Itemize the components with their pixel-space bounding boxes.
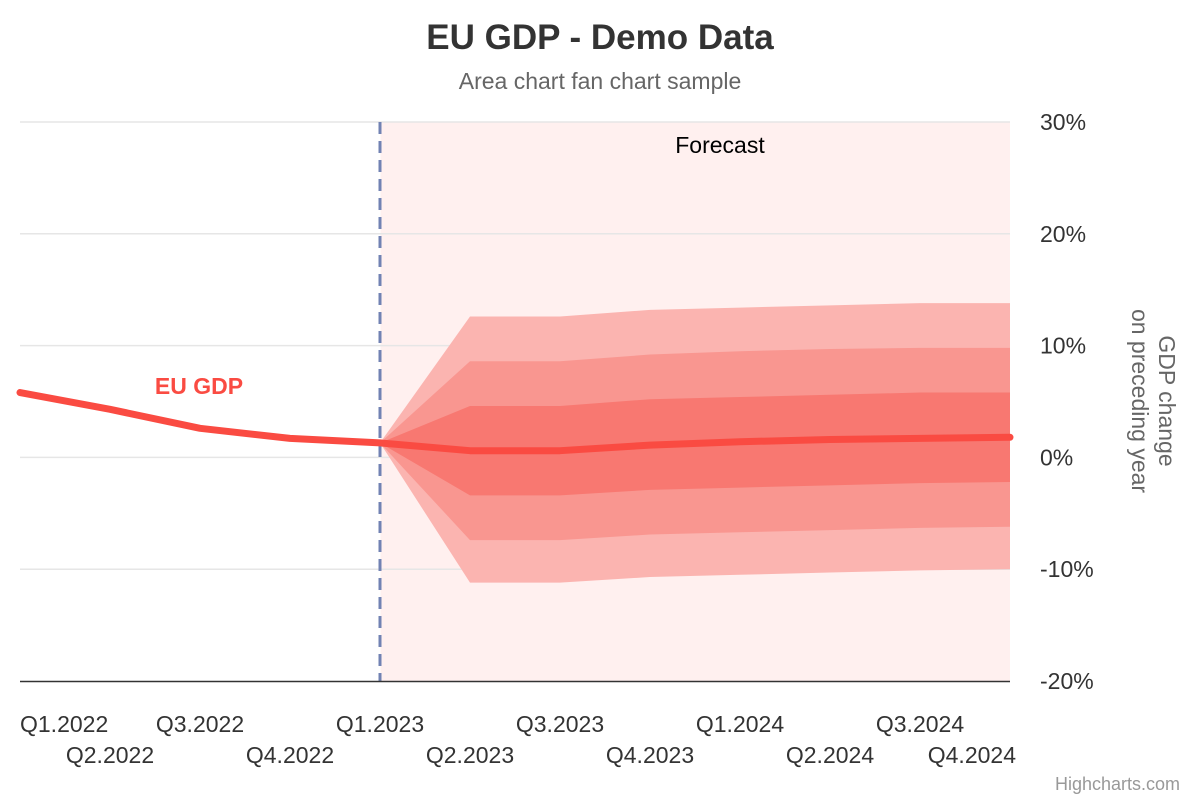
forecast-label: Forecast [675,132,765,158]
x-tick-label: Q4.2024 [928,742,1016,768]
series-label: EU GDP [155,373,243,399]
chart-title: EU GDP - Demo Data [426,18,774,57]
chart-subtitle: Area chart fan chart sample [459,68,742,94]
y-tick-label: -10% [1040,556,1094,582]
x-tick-label: Q2.2024 [786,742,874,768]
y-tick-label: 0% [1040,444,1073,470]
x-tick-label: Q3.2023 [516,711,604,737]
x-tick-label: Q3.2024 [876,711,964,737]
x-tick-label: Q3.2022 [156,711,244,737]
y-tick-label: 30% [1040,109,1086,135]
x-tick-label: Q1.2022 [20,711,108,737]
x-tick-label: Q4.2023 [606,742,694,768]
credits: Highcharts.com [1055,774,1180,794]
x-tick-label: Q2.2022 [66,742,154,768]
y-axis-title: GDP change on preceding year [1127,309,1180,493]
y-tick-label: 20% [1040,221,1086,247]
y-tick-label: 10% [1040,333,1086,359]
y-axis-title-line1: GDP change [1154,335,1180,466]
y-tick-label: -20% [1040,668,1094,694]
x-tick-label: Q4.2022 [246,742,334,768]
x-tick-label: Q1.2023 [336,711,424,737]
y-axis-title-line2: on preceding year [1127,309,1153,493]
x-tick-label: Q2.2023 [426,742,514,768]
x-tick-label: Q1.2024 [696,711,784,737]
